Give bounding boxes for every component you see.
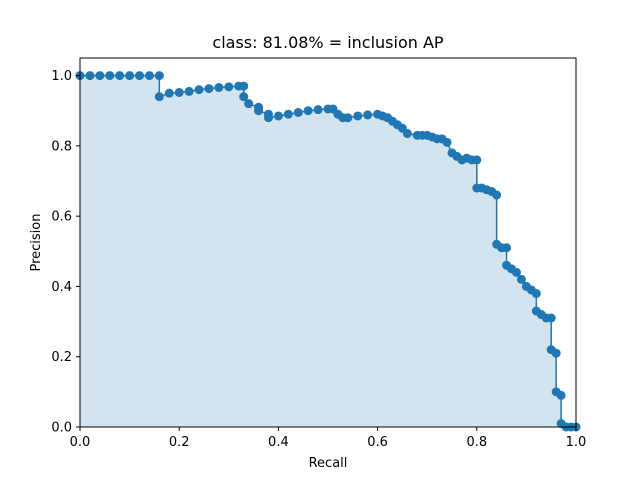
data-point [551, 348, 561, 358]
x-tick-label: 0.6 [367, 435, 388, 450]
data-point [239, 92, 249, 102]
data-point [115, 71, 125, 81]
data-point [402, 129, 412, 139]
data-point [204, 84, 214, 94]
data-point [239, 81, 249, 91]
data-point [353, 111, 363, 121]
chart-title: class: 81.08% = inclusion AP [212, 33, 443, 52]
y-axis-label: Precision [29, 213, 44, 271]
plot-frame [79, 57, 577, 428]
data-point [254, 106, 264, 116]
data-point [556, 390, 566, 400]
x-tick-label: 0.8 [466, 435, 487, 450]
x-axis-ticks: 0.0 0.2 0.4 0.6 0.8 1.0 [70, 427, 587, 450]
y-tick-label: 1.0 [51, 69, 72, 84]
x-axis-label: Recall [309, 456, 348, 471]
data-point [283, 109, 293, 119]
data-point [511, 267, 521, 277]
data-point [154, 92, 164, 102]
data-point [546, 313, 556, 323]
data-point [144, 71, 154, 81]
data-point [154, 71, 164, 81]
x-tick-label: 1.0 [566, 435, 587, 450]
data-point [135, 71, 145, 81]
data-point [516, 274, 526, 284]
x-tick-label: 0.4 [268, 435, 289, 450]
data-point [273, 111, 283, 121]
x-tick-label: 0.2 [169, 435, 190, 450]
data-point [95, 71, 105, 81]
data-point [164, 88, 174, 98]
data-point [303, 106, 313, 116]
area-layer [80, 75, 576, 428]
data-point [125, 71, 135, 81]
y-tick-label: 0.6 [51, 210, 72, 225]
x-tick-label: 0.0 [70, 435, 91, 450]
data-point [174, 87, 184, 97]
y-tick-label: 0.2 [51, 350, 72, 365]
data-point [214, 83, 224, 93]
data-point [263, 113, 273, 123]
data-point [442, 137, 452, 147]
data-point [343, 113, 353, 123]
data-point [184, 86, 194, 96]
data-point [502, 243, 512, 253]
data-point [85, 71, 95, 81]
y-tick-label: 0.4 [51, 280, 72, 295]
area-under-curve [80, 75, 576, 428]
data-point [224, 82, 234, 92]
data-point [293, 107, 303, 117]
data-point [492, 190, 502, 200]
y-tick-label: 0.0 [51, 421, 72, 436]
data-point [105, 71, 115, 81]
y-axis-ticks: 0.0 0.2 0.4 0.6 0.8 1.0 [51, 69, 80, 436]
y-tick-label: 0.8 [51, 139, 72, 154]
data-point [363, 110, 373, 120]
data-point [194, 85, 204, 95]
data-point [313, 105, 323, 115]
data-point [472, 155, 482, 165]
data-point [244, 99, 254, 109]
data-point [531, 288, 541, 298]
